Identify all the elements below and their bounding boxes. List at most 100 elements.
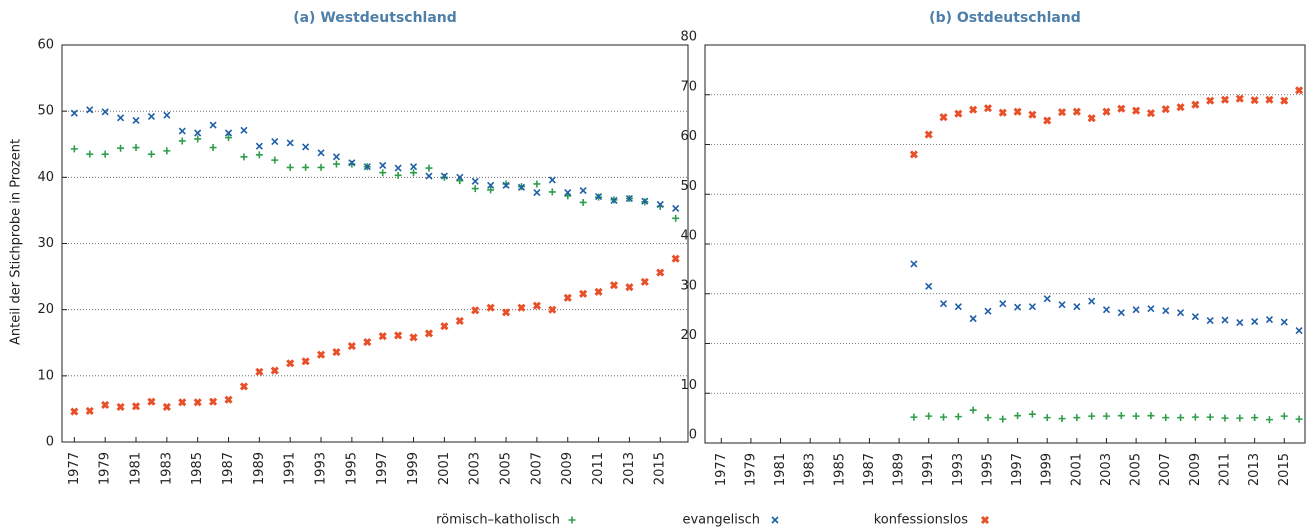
- data-point: [332, 347, 341, 357]
- data-point: [194, 129, 202, 137]
- x-tick-label: 2005: [1129, 453, 1144, 486]
- data-point: [983, 104, 993, 113]
- x-tick-label: 1987: [221, 452, 236, 485]
- data-point: [1087, 114, 1096, 123]
- data-point: [425, 172, 433, 180]
- data-point: [70, 109, 78, 117]
- data-point: [255, 367, 264, 376]
- data-point: [1014, 303, 1022, 311]
- data-point: [1295, 415, 1303, 423]
- data-point: [1028, 410, 1036, 418]
- data-point: [116, 402, 125, 411]
- y-tick-label: 30: [680, 278, 697, 293]
- data-point: [471, 306, 480, 315]
- data-point: [1176, 103, 1185, 112]
- plot-frame: [704, 44, 1306, 444]
- legend-label: evangelisch: [682, 513, 760, 528]
- legend-marker: [980, 515, 990, 525]
- x-tick-label: 1981: [129, 452, 144, 485]
- y-tick-label: 50: [37, 104, 54, 119]
- y-tick-label: 40: [37, 170, 54, 185]
- data-point: [209, 397, 218, 406]
- data-point: [286, 163, 294, 171]
- data-point: [1028, 110, 1037, 119]
- data-point: [425, 164, 433, 172]
- data-point: [332, 153, 341, 161]
- x-tick-label: 1997: [1010, 453, 1025, 486]
- data-point: [984, 307, 992, 315]
- data-point: [999, 415, 1007, 423]
- data-point: [316, 350, 326, 359]
- data-point: [487, 181, 495, 189]
- data-point: [1102, 107, 1111, 116]
- data-point: [394, 331, 403, 340]
- x-tick-label: 2005: [499, 452, 514, 485]
- data-point: [86, 106, 94, 114]
- y-tick-label: 30: [37, 236, 54, 251]
- data-point: [954, 109, 963, 118]
- data-point: [579, 187, 587, 195]
- data-point: [178, 398, 187, 407]
- data-point: [1014, 412, 1022, 420]
- x-tick-label: 2009: [560, 452, 575, 485]
- x-tick-label: 2015: [653, 452, 668, 485]
- x-tick-label: 2013: [622, 452, 637, 485]
- y-tick-label: 60: [37, 38, 54, 53]
- y-tick-label: 20: [37, 302, 54, 317]
- data-point: [1295, 86, 1304, 95]
- data-point: [286, 139, 294, 147]
- data-point: [379, 169, 387, 177]
- data-point: [347, 341, 356, 351]
- data-point: [363, 163, 371, 171]
- data-point: [939, 300, 948, 308]
- x-tick-label: 2011: [591, 452, 606, 485]
- data-point: [101, 108, 109, 116]
- data-point: [1117, 104, 1126, 113]
- data-point: [1132, 106, 1141, 115]
- x-tick-label: 1991: [921, 453, 936, 486]
- data-point: [1220, 95, 1230, 104]
- data-point: [1057, 108, 1067, 117]
- data-point: [101, 150, 109, 158]
- x-tick-label: 1983: [803, 453, 818, 486]
- x-tick-label: 1979: [743, 453, 758, 486]
- data-point: [270, 366, 279, 375]
- data-point: [302, 143, 310, 151]
- x-tick-label: 2015: [1277, 453, 1292, 486]
- data-point: [240, 126, 248, 134]
- data-point: [178, 127, 186, 135]
- data-point: [1073, 303, 1081, 311]
- data-point: [672, 204, 680, 212]
- data-point: [255, 151, 263, 159]
- data-point: [1265, 316, 1274, 324]
- data-point: [1221, 316, 1229, 324]
- x-tick-label: 2013: [1247, 453, 1262, 486]
- data-point: [147, 397, 156, 406]
- data-point: [194, 135, 202, 143]
- x-tick-label: 2007: [1158, 453, 1173, 486]
- x-tick-label: 1993: [314, 452, 329, 485]
- data-point: [640, 277, 649, 286]
- data-point: [1147, 305, 1155, 313]
- data-point: [1132, 412, 1140, 420]
- data-point: [1147, 412, 1155, 420]
- legend-marker: [771, 516, 779, 524]
- data-point: [132, 144, 140, 152]
- data-point: [209, 121, 217, 129]
- data-point: [379, 161, 387, 169]
- data-point: [656, 268, 665, 277]
- data-point: [1295, 326, 1303, 335]
- data-point: [1058, 301, 1066, 309]
- legend-label: konfessionslos: [874, 513, 969, 528]
- data-point: [1132, 306, 1140, 314]
- data-point: [132, 116, 140, 124]
- data-point: [162, 402, 171, 411]
- data-point: [1221, 414, 1229, 422]
- data-point: [595, 192, 603, 201]
- data-point: [147, 112, 155, 121]
- data-point: [1161, 105, 1170, 114]
- plot-frame: [61, 44, 689, 443]
- data-point: [910, 413, 918, 421]
- data-point: [286, 359, 295, 368]
- data-point: [940, 413, 948, 421]
